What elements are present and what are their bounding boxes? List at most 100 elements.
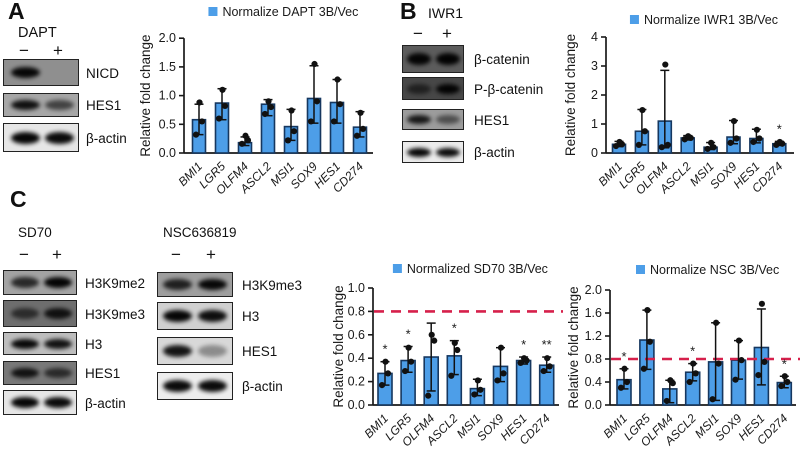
y-tick-label: 0.6 bbox=[348, 328, 365, 342]
data-point bbox=[500, 370, 507, 377]
protein-band bbox=[11, 277, 39, 288]
significance-marker: * bbox=[521, 337, 526, 352]
data-point bbox=[288, 107, 295, 114]
protein-band bbox=[44, 368, 72, 378]
y-tick-label: 0.0 bbox=[159, 146, 176, 160]
data-point bbox=[750, 138, 757, 146]
data-point bbox=[454, 346, 461, 354]
blot-box-h3k9me3 bbox=[157, 272, 233, 297]
blot-box--actin bbox=[3, 123, 79, 152]
blot-box-hes1 bbox=[3, 93, 79, 117]
significance-marker: * bbox=[621, 349, 626, 364]
protein-band bbox=[407, 115, 431, 124]
data-point bbox=[336, 101, 344, 108]
blot-label--actin: β-actin bbox=[86, 130, 127, 146]
protein-band bbox=[10, 67, 40, 78]
data-point bbox=[727, 139, 734, 146]
data-point bbox=[265, 98, 272, 105]
legend-swatch bbox=[392, 264, 402, 273]
protein-band bbox=[44, 397, 72, 408]
data-point bbox=[756, 135, 763, 142]
y-tick-label: 1.2 bbox=[585, 329, 602, 343]
significance-marker: * bbox=[452, 321, 457, 336]
legend-swatch bbox=[208, 7, 218, 16]
data-point bbox=[540, 367, 547, 375]
blot-box-h3 bbox=[157, 302, 233, 330]
data-point bbox=[623, 378, 631, 386]
bar-chart-iwr1: Normalize IWR1 3B/Vec Relative fold chang… bbox=[563, 13, 794, 197]
panel-c-sd70-title: SD70 bbox=[18, 225, 52, 240]
protein-band bbox=[44, 277, 72, 288]
lane-sign-minus: − bbox=[19, 245, 29, 264]
protein-band bbox=[407, 83, 431, 94]
data-point bbox=[357, 109, 364, 116]
data-point bbox=[641, 128, 648, 135]
data-point bbox=[474, 377, 481, 384]
data-point bbox=[709, 396, 716, 403]
data-point bbox=[753, 126, 760, 133]
data-point bbox=[497, 344, 505, 351]
data-point bbox=[334, 76, 341, 83]
blot-box--actin bbox=[3, 390, 77, 415]
panel-c-nsc636819-title: NSC636819 bbox=[163, 225, 237, 240]
y-axis-label: Relative fold change bbox=[331, 285, 346, 407]
protein-band bbox=[436, 83, 460, 94]
data-point bbox=[494, 377, 501, 384]
data-point bbox=[517, 359, 524, 366]
y-tick-label: 0.8 bbox=[585, 352, 602, 366]
data-point bbox=[307, 118, 315, 125]
protein-band bbox=[407, 53, 431, 65]
lane-sign-plus: + bbox=[53, 41, 63, 60]
bar-chart-dapt: Normalize DAPT 3B/Vec Relative fold chang… bbox=[138, 5, 373, 197]
blot-label-hes1: HES1 bbox=[86, 98, 122, 113]
protein-band bbox=[11, 368, 39, 378]
data-point bbox=[708, 139, 715, 146]
data-point bbox=[635, 141, 642, 148]
legend-swatch bbox=[636, 265, 645, 274]
y-tick-label: 0 bbox=[591, 146, 598, 160]
data-point bbox=[644, 307, 651, 314]
lane-sign-minus: − bbox=[413, 24, 423, 43]
significance-marker: * bbox=[782, 356, 787, 371]
data-point bbox=[428, 331, 435, 338]
data-point bbox=[730, 118, 738, 125]
blot-label--catenin: β-catenin bbox=[474, 52, 530, 67]
blot-box--actin bbox=[402, 141, 464, 163]
data-point bbox=[402, 367, 409, 375]
data-point bbox=[715, 360, 722, 367]
bar-chart-nsc: Normalize NSC 3B/Vec Relative fold change… bbox=[566, 263, 800, 449]
data-point bbox=[290, 128, 298, 135]
blot-label-p-catenin: P-β-catenin bbox=[474, 81, 544, 97]
y-tick-label: 0.4 bbox=[585, 375, 602, 389]
blot-box-h3k9me3 bbox=[3, 300, 77, 327]
data-point bbox=[546, 363, 553, 370]
blot-label--actin: β-actin bbox=[242, 379, 283, 394]
blot-label--actin: β-actin bbox=[474, 145, 515, 160]
significance-marker: * bbox=[406, 327, 411, 342]
legend-label: Normalized SD70 3B/Vec bbox=[407, 262, 548, 276]
protein-band bbox=[162, 345, 192, 357]
data-point bbox=[431, 337, 438, 344]
blot-box--actin bbox=[157, 372, 233, 400]
data-point bbox=[778, 382, 785, 390]
protein-band bbox=[44, 308, 72, 319]
data-point bbox=[692, 370, 699, 377]
data-point bbox=[658, 144, 665, 151]
data-point bbox=[761, 358, 768, 365]
lane-sign-plus: + bbox=[52, 245, 62, 264]
y-tick-label: 0.4 bbox=[348, 351, 365, 365]
panel-a-letter: A bbox=[8, 0, 25, 24]
data-point bbox=[685, 133, 692, 140]
blot-label-h3: H3 bbox=[85, 336, 103, 352]
y-tick-label: 2.0 bbox=[585, 283, 602, 297]
blot-box-hes1 bbox=[157, 337, 233, 365]
data-point bbox=[242, 132, 249, 139]
data-point bbox=[471, 391, 478, 398]
protein-band bbox=[197, 279, 227, 290]
data-point bbox=[617, 384, 625, 391]
protein-band bbox=[162, 310, 192, 322]
protein-band bbox=[436, 147, 460, 157]
data-point bbox=[704, 145, 711, 153]
data-point bbox=[405, 344, 412, 351]
